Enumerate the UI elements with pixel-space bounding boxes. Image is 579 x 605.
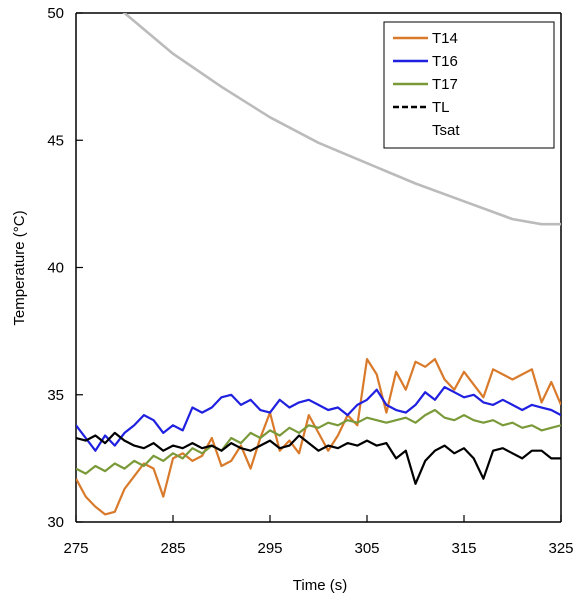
x-tick-label: 285: [160, 540, 185, 557]
x-tick-label: 305: [354, 540, 379, 557]
y-ticks: 30 35 40 45 50: [47, 5, 83, 531]
axes: [75, 12, 562, 523]
x-tick-label: 295: [257, 540, 282, 557]
x-axis-label: Time (s): [293, 577, 347, 594]
series-line-t16: [76, 386, 561, 452]
legend-label-tl: TL: [432, 99, 450, 116]
x-tick-label: 325: [548, 540, 573, 557]
y-tick-label: 40: [47, 260, 64, 277]
legend: T14 T16 T17 TL Tsat: [383, 21, 555, 149]
legend-label-t17: T17: [432, 76, 458, 93]
x-tick-label: 275: [63, 540, 88, 557]
series-line-t14: [76, 358, 561, 516]
legend-label-t16: T16: [432, 53, 458, 70]
legend-label-t14: T14: [432, 30, 458, 47]
series-line-t17: [76, 408, 561, 475]
series-line-tsat: [122, 13, 561, 226]
y-tick-label: 35: [47, 387, 64, 404]
x-tick-label: 315: [451, 540, 476, 557]
series-line-tl: [76, 431, 561, 485]
y-axis-label: Temperature (°C): [11, 210, 28, 325]
y-tick-label: 45: [47, 132, 64, 149]
x-ticks: 275 285 295 305 315 325: [63, 515, 574, 557]
legend-label-tsat: Tsat: [432, 122, 460, 139]
series-layer: [76, 13, 561, 516]
y-tick-label: 50: [47, 5, 64, 22]
y-tick-label: 30: [47, 514, 64, 531]
